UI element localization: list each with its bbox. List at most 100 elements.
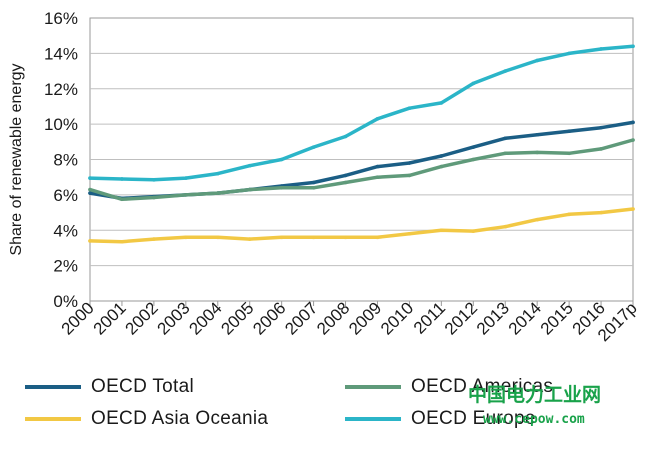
x-tick-label: 2001 — [90, 298, 130, 338]
data-point-oecd-europe — [279, 157, 284, 162]
data-point-oecd-europe — [567, 51, 571, 56]
data-point-oecd-americas — [439, 164, 444, 169]
data-point-oecd-europe — [247, 163, 252, 168]
legend-item-oecd-europe: OECD Europe — [345, 404, 536, 434]
x-tick-label: 2013 — [473, 298, 513, 338]
legend-label-oecd-asia-oceania: OECD Asia Oceania — [91, 408, 269, 429]
data-point-oecd-asia-oceania — [567, 212, 571, 217]
data-point-oecd-europe — [599, 47, 603, 51]
data-point-oecd-americas — [407, 173, 412, 178]
data-point-oecd-asia-oceania — [120, 239, 124, 244]
data-point-oecd-asia-oceania — [599, 210, 603, 215]
data-point-oecd-total — [343, 173, 348, 178]
data-point-oecd-asia-oceania — [375, 235, 380, 240]
data-point-oecd-europe — [152, 178, 156, 182]
data-point-oecd-americas — [215, 191, 220, 195]
y-tick-label: 16% — [44, 9, 78, 28]
x-tick-label: 2006 — [249, 298, 289, 338]
data-point-oecd-asia-oceania — [503, 224, 508, 229]
series-line-oecd-europe — [88, 44, 635, 182]
series-line-oecd-americas — [88, 138, 635, 202]
x-tick-label: 2014 — [505, 298, 545, 338]
x-tick-label: 2005 — [217, 298, 257, 338]
data-point-oecd-total — [535, 132, 539, 137]
data-point-oecd-asia-oceania — [247, 237, 252, 241]
x-tick-label: 2010 — [377, 298, 417, 338]
x-tick-label: 2009 — [345, 298, 385, 338]
y-tick-label: 4% — [53, 221, 78, 240]
data-point-oecd-europe — [407, 106, 412, 111]
data-point-oecd-asia-oceania — [279, 235, 284, 240]
y-tick-label: 12% — [44, 80, 78, 99]
data-point-oecd-asia-oceania — [631, 207, 635, 211]
data-point-oecd-total — [567, 129, 571, 133]
data-point-oecd-americas — [184, 193, 188, 197]
data-point-oecd-total — [439, 154, 444, 158]
data-point-oecd-americas — [88, 187, 92, 192]
data-point-oecd-americas — [503, 151, 508, 156]
y-tick-label: 14% — [44, 44, 78, 63]
data-point-oecd-europe — [215, 171, 220, 176]
data-point-oecd-americas — [247, 187, 252, 192]
data-point-oecd-americas — [471, 157, 476, 162]
watermark-site-name: 中国电力工业网 — [468, 384, 602, 406]
legend-item-oecd-total: OECD Total — [25, 372, 194, 402]
data-point-oecd-asia-oceania — [471, 229, 476, 233]
legend-item-oecd-asia-oceania: OECD Asia Oceania — [25, 404, 268, 434]
legend-label-oecd-total: OECD Total — [91, 376, 194, 397]
data-point-oecd-europe — [375, 117, 380, 121]
data-point-oecd-asia-oceania — [88, 239, 92, 243]
y-tick-label: 10% — [44, 115, 78, 134]
data-point-oecd-europe — [503, 69, 508, 73]
data-point-oecd-europe — [439, 101, 444, 105]
data-point-oecd-total — [599, 125, 603, 130]
data-point-oecd-americas — [599, 147, 603, 151]
data-point-oecd-americas — [631, 138, 635, 142]
data-point-oecd-europe — [535, 58, 539, 63]
data-point-oecd-total — [503, 136, 508, 141]
legend-swatch-oecd-asia-oceania — [25, 417, 81, 421]
y-tick-label: 0% — [53, 292, 78, 311]
data-point-oecd-europe — [631, 44, 635, 49]
watermark-url: www.cepow.com — [483, 412, 585, 427]
x-tick-label: 2004 — [185, 298, 225, 338]
legend-swatch-oecd-americas — [345, 385, 401, 389]
data-point-oecd-asia-oceania — [215, 235, 220, 240]
series-line-oecd-total — [88, 120, 635, 201]
data-point-oecd-americas — [567, 151, 571, 156]
data-point-oecd-europe — [311, 145, 316, 149]
x-tick-label: 2008 — [313, 298, 353, 338]
data-point-oecd-asia-oceania — [152, 237, 156, 241]
series-line-oecd-asia-oceania — [88, 207, 635, 244]
data-point-oecd-europe — [471, 81, 476, 86]
data-point-oecd-americas — [152, 195, 156, 200]
data-point-oecd-asia-oceania — [407, 231, 412, 236]
data-point-oecd-americas — [375, 175, 380, 179]
data-point-oecd-asia-oceania — [343, 235, 348, 240]
x-tick-label: 2002 — [122, 298, 162, 338]
data-point-oecd-europe — [88, 176, 92, 180]
legend-swatch-oecd-europe — [345, 417, 401, 421]
data-point-oecd-asia-oceania — [439, 228, 444, 233]
data-point-oecd-total — [311, 180, 316, 185]
data-point-oecd-europe — [184, 176, 188, 180]
data-point-oecd-total — [407, 161, 412, 165]
y-tick-label: 2% — [53, 257, 78, 276]
data-point-oecd-asia-oceania — [311, 235, 316, 240]
x-tick-label: 2007 — [281, 298, 321, 338]
legend-swatch-oecd-total — [25, 385, 81, 389]
x-tick-label: 2012 — [441, 298, 481, 338]
x-tick-label: 2011 — [410, 298, 449, 337]
legend-item-oecd-americas: OECD Americas — [345, 372, 553, 402]
data-point-oecd-asia-oceania — [535, 217, 539, 222]
y-tick-label: 6% — [53, 186, 78, 205]
data-point-oecd-asia-oceania — [184, 235, 188, 240]
data-point-oecd-europe — [343, 134, 348, 139]
x-tick-label: 2015 — [537, 298, 577, 338]
legend: OECD Total OECD Americas OECD Asia Ocean… — [0, 368, 650, 448]
data-point-oecd-total — [375, 164, 380, 169]
data-point-oecd-americas — [120, 197, 124, 202]
y-tick-label: 8% — [53, 151, 78, 170]
